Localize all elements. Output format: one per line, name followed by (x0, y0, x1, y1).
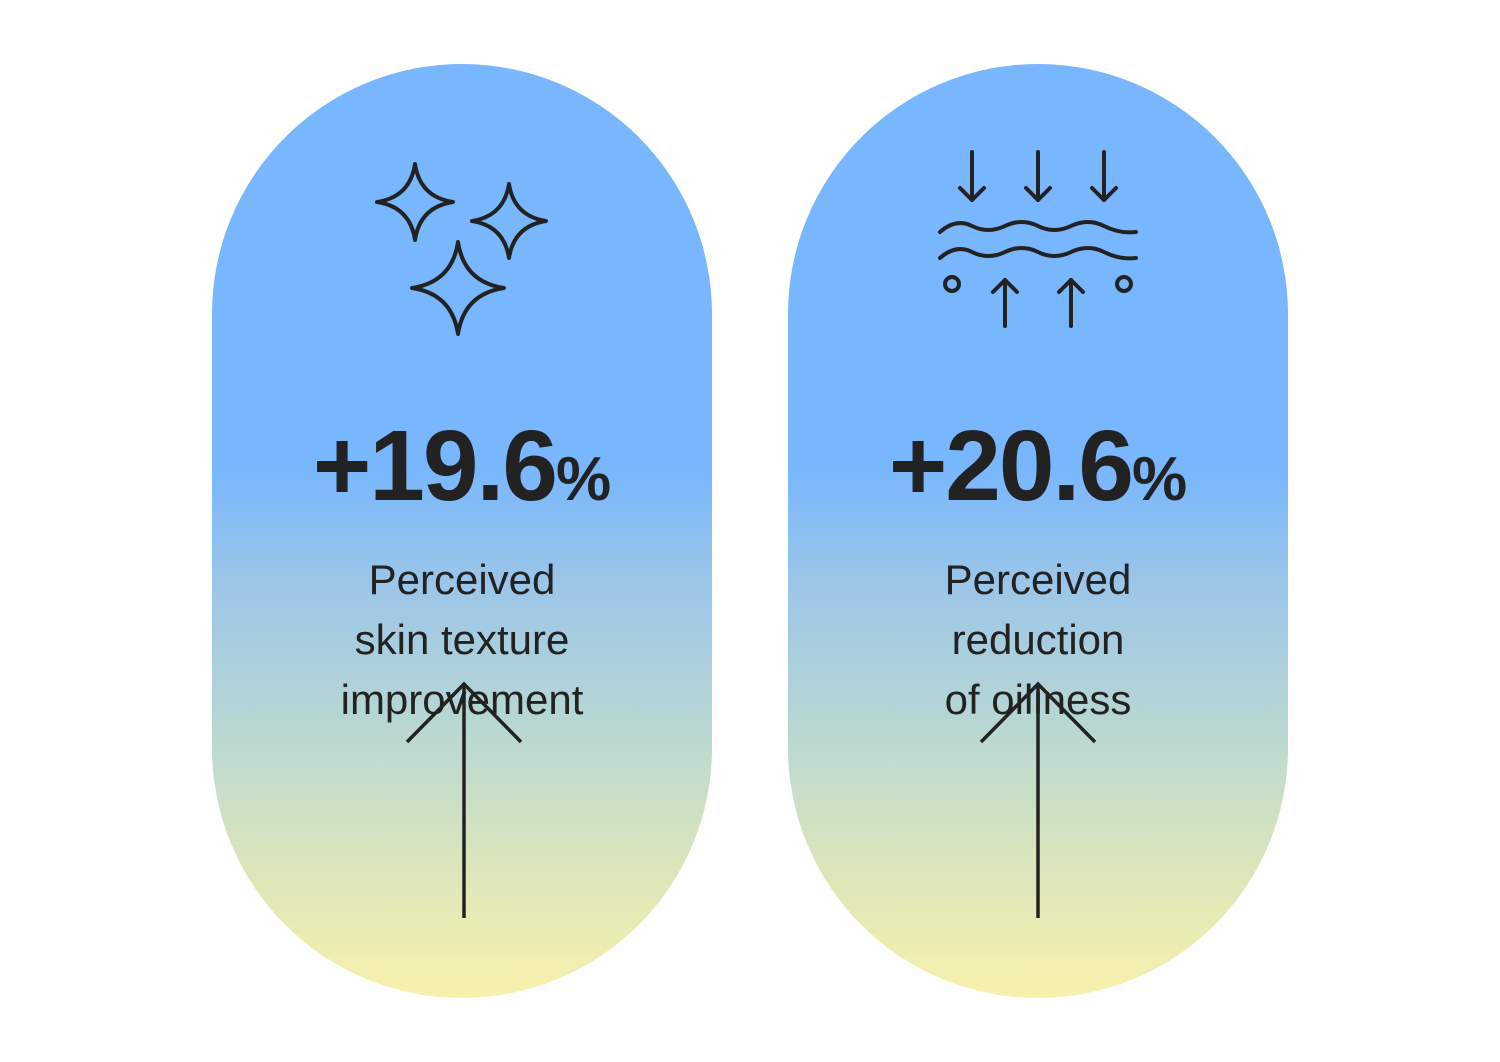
stat-label-line: reduction (951, 616, 1125, 663)
stat-value: +19.6% (212, 416, 712, 516)
stat-label-line: skin texture (354, 616, 570, 663)
stat-unit: % (1131, 445, 1188, 514)
stat-number: +20.6 (888, 410, 1134, 522)
stat-card-skin-texture: +19.6% Perceived skin texture improvemen… (212, 64, 712, 998)
stat-label-line: Perceived (944, 556, 1132, 603)
up-arrow-icon (979, 681, 1097, 918)
sparkles-icon (375, 162, 548, 336)
stat-label: Perceived skin texture improvement (212, 550, 712, 730)
stat-label-line: Perceived (368, 556, 556, 603)
up-arrow-icon (405, 681, 523, 918)
stat-unit: % (555, 445, 612, 514)
stat-number: +19.6 (312, 410, 558, 522)
stat-value: +20.6% (788, 416, 1288, 516)
stat-card-oiliness: +20.6% Perceived reduction of oiliness (788, 64, 1288, 998)
oil-absorption-icon (938, 150, 1138, 328)
